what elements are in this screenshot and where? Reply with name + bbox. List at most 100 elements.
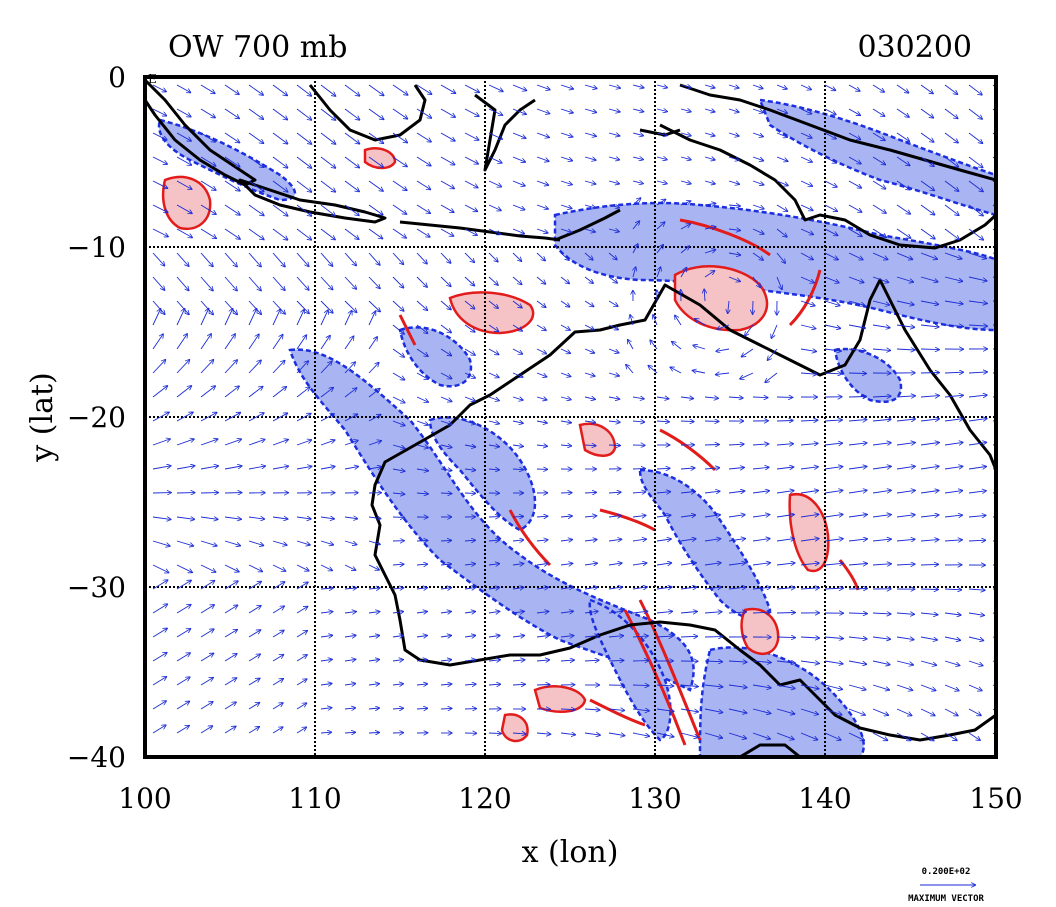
x-tick-labels: 100 110 120 130 140 150 <box>118 782 1022 815</box>
contour-line <box>589 698 646 727</box>
wind-vector-arrow <box>800 180 812 186</box>
wind-vector-arrow <box>392 372 404 380</box>
wind-vector-arrow <box>608 709 624 710</box>
wind-vector-arrow <box>536 587 548 589</box>
wind-vector-arrow <box>920 515 938 517</box>
wind-vector-arrow <box>488 180 501 187</box>
wind-vector-arrow <box>704 250 715 254</box>
wind-vector-arrow <box>824 373 841 374</box>
wind-vector-arrow <box>848 373 866 374</box>
wind-vector-arrow <box>344 228 359 239</box>
wind-vector-arrow <box>320 276 333 289</box>
wind-vector-arrow <box>944 419 963 421</box>
wind-vector-arrow <box>896 325 914 327</box>
wind-vector-arrow <box>488 421 499 424</box>
wind-vector-arrow <box>608 611 623 613</box>
wind-vector-arrow <box>776 661 795 663</box>
wind-vector-arrow <box>176 309 185 326</box>
wind-vector-arrow <box>920 708 935 715</box>
wind-vector-arrow <box>368 389 380 398</box>
wind-vector-arrow <box>920 132 934 142</box>
wind-vector-arrow <box>728 180 739 184</box>
wind-vector-arrow <box>488 396 499 401</box>
wind-vector-arrow <box>344 732 355 733</box>
wind-vector-arrow <box>848 204 861 212</box>
coast-java <box>238 178 387 224</box>
wind-vector-arrow <box>440 276 451 286</box>
wind-vector-arrow <box>752 228 764 234</box>
wind-vector-arrow <box>944 442 963 445</box>
wind-vector-arrow <box>704 515 720 517</box>
positive-region <box>533 685 587 713</box>
wind-vector-arrow <box>368 564 379 570</box>
wind-vector-arrow <box>920 419 939 421</box>
wind-vector-arrow <box>560 611 573 613</box>
negative-region <box>398 326 473 388</box>
wind-vector-arrow <box>368 156 383 167</box>
wind-vector-arrow <box>824 539 843 541</box>
wind-vector-arrow <box>392 156 407 166</box>
wind-vector-arrow <box>344 612 356 613</box>
wind-vector-arrow <box>968 732 980 740</box>
wind-vector-arrow <box>800 708 818 714</box>
wind-vector-arrow <box>272 564 285 571</box>
wind-vector-arrow <box>416 564 427 565</box>
wind-vector-arrow <box>740 372 754 379</box>
wind-vector-arrow <box>632 539 646 541</box>
wind-vector-arrow <box>176 276 189 290</box>
wind-vector-arrow <box>584 348 594 353</box>
wind-vector-arrow <box>368 612 379 613</box>
wind-vector-arrow <box>656 732 674 737</box>
wind-vector-arrow <box>608 397 619 399</box>
wind-vector-arrow <box>704 445 719 446</box>
wind-vector-arrow <box>968 684 982 691</box>
wind-vector-arrow <box>896 443 915 445</box>
wind-vector-arrow <box>584 587 597 589</box>
wind-vector-arrow <box>176 726 189 734</box>
wind-vector-arrow <box>200 204 216 214</box>
wind-vector-arrow <box>488 108 502 115</box>
wind-vector-arrow <box>944 540 962 541</box>
wind-vector-arrow <box>848 397 866 398</box>
wind-vector-arrow <box>272 413 287 422</box>
wind-vector-arrow <box>368 733 379 734</box>
wind-vector-arrow <box>248 630 260 638</box>
wind-vector-arrow <box>512 421 523 423</box>
wind-vector-arrow <box>176 180 192 189</box>
wind-vector-arrow <box>800 588 819 589</box>
wind-vector-arrow <box>440 540 451 541</box>
wind-vector-arrow <box>224 605 237 614</box>
contour-line <box>398 314 417 346</box>
wind-vector-arrow <box>560 445 571 446</box>
wind-vector-arrow <box>752 587 770 589</box>
wind-vector-arrow <box>176 581 191 590</box>
wind-vector-arrow <box>776 613 795 614</box>
wind-vector-arrow <box>392 204 406 214</box>
wind-vector-arrow <box>200 605 214 614</box>
wind-vector-arrow <box>848 108 860 115</box>
wind-vector-arrow <box>800 732 817 740</box>
wind-vector-arrow <box>656 539 671 541</box>
wind-vector-arrow <box>368 588 380 589</box>
wind-vector-arrow <box>512 445 523 446</box>
wind-vector-arrow <box>248 132 263 143</box>
coast-timor <box>554 208 621 242</box>
wind-vector-arrow <box>344 467 358 469</box>
wind-vector-arrow <box>584 660 599 661</box>
wind-vector-arrow <box>152 564 168 573</box>
wind-vector-arrow <box>224 156 240 167</box>
wind-vector-arrow <box>728 85 739 88</box>
wind-vector-arrow <box>944 613 961 615</box>
wind-vector-arrow <box>152 132 167 140</box>
wind-vector-arrow <box>776 180 788 185</box>
wind-vector-arrow <box>272 631 284 638</box>
wind-vector-arrow <box>272 540 287 545</box>
wind-vector-arrow <box>704 587 721 589</box>
wind-vector-arrow <box>824 684 842 689</box>
wind-vector-arrow <box>296 564 309 571</box>
wind-vector-arrow <box>800 467 818 469</box>
wind-vector-arrow <box>680 563 696 565</box>
wind-vector-arrow <box>224 108 239 118</box>
wind-vector-arrow <box>512 84 526 90</box>
wind-vector-arrow <box>944 466 962 469</box>
